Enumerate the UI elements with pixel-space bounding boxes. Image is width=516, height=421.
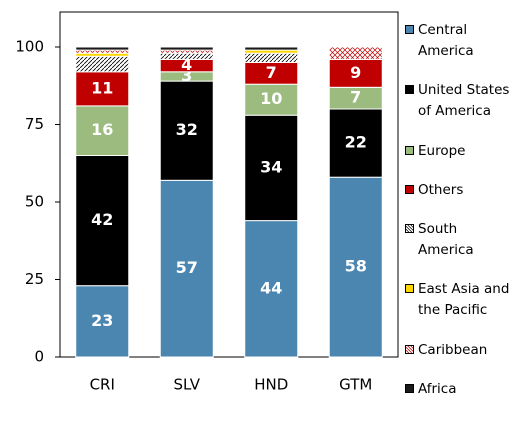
x-tick-label: HND xyxy=(254,376,288,394)
legend-label: United States of America xyxy=(418,82,510,120)
data-label: 58 xyxy=(345,257,367,276)
data-label: 11 xyxy=(91,78,113,97)
y-tick-label: 25 xyxy=(25,270,44,288)
data-label: 4 xyxy=(181,55,192,74)
legend-label: East Asia and the Pacific xyxy=(418,281,510,319)
bar-segment xyxy=(244,52,299,64)
bar-segment xyxy=(75,55,130,73)
legend-swatch xyxy=(405,224,414,234)
bar-segment xyxy=(159,80,214,181)
legend-swatch xyxy=(405,184,414,194)
legend-label: South America xyxy=(418,221,474,259)
bar-segment xyxy=(244,46,299,51)
plot-frame xyxy=(59,11,399,358)
bar-segment xyxy=(75,46,130,51)
data-label: 22 xyxy=(345,133,367,152)
legend-label: Caribbean xyxy=(418,341,488,358)
data-label: 32 xyxy=(176,120,198,139)
data-label: 9 xyxy=(350,63,361,82)
legend: Central America United States of America E… xyxy=(405,20,515,400)
data-label: 23 xyxy=(91,311,113,330)
chart: 0 25 50 75 100 CRI 23 42 16 11 SLV 57 32 34 HND 44 34 10 7… xyxy=(15,11,399,394)
bar-segment xyxy=(244,114,299,222)
legend-swatch xyxy=(405,344,414,354)
data-label: 10 xyxy=(260,89,282,108)
data-label: 34 xyxy=(260,157,282,176)
legend-item: East Asia and the Pacific xyxy=(405,279,515,321)
bar-segment xyxy=(328,108,383,178)
bar-segment xyxy=(244,220,299,358)
x-tick-label: CRI xyxy=(90,376,115,394)
y-tick-label: 50 xyxy=(25,193,44,211)
legend-item: Others xyxy=(405,180,515,201)
legend-label: Central America xyxy=(418,22,474,59)
legend-item: Central America xyxy=(405,20,515,62)
bar-segment xyxy=(75,105,130,156)
bar-segment xyxy=(159,52,214,60)
legend-item: Caribbean xyxy=(405,340,515,361)
bar-segment xyxy=(328,46,383,60)
data-label: 16 xyxy=(91,120,113,139)
legend-item: Africa xyxy=(405,379,515,400)
data-label: 42 xyxy=(91,210,113,229)
legend-swatch xyxy=(405,85,414,95)
bar-segment xyxy=(244,83,299,116)
data-label: 3 xyxy=(181,66,192,85)
legend-swatch xyxy=(405,145,414,155)
data-label: 7 xyxy=(350,88,361,107)
data-label: 44 xyxy=(260,278,282,297)
data-label: 57 xyxy=(176,258,198,277)
x-tick-label: SLV xyxy=(174,376,201,394)
legend-swatch xyxy=(405,284,414,294)
legend-item: United States of America xyxy=(405,80,515,122)
y-tick-label: 0 xyxy=(34,348,44,366)
bar-segment xyxy=(159,46,214,51)
legend-item: South America xyxy=(405,219,515,261)
bar-segment xyxy=(75,155,130,287)
y-tick-label: 75 xyxy=(25,115,44,133)
legend-label: Africa xyxy=(418,380,457,397)
bar-segment xyxy=(159,179,214,358)
legend-swatch xyxy=(405,25,414,34)
bar-segment xyxy=(328,58,383,88)
legend-label: Europe xyxy=(418,142,466,159)
legend-swatch xyxy=(405,383,414,393)
data-label: 7 xyxy=(266,63,277,82)
legend-item: Europe xyxy=(405,141,515,162)
legend-label: Others xyxy=(418,181,464,198)
y-tick-label: 100 xyxy=(15,38,44,56)
x-tick-label: GTM xyxy=(339,376,372,394)
